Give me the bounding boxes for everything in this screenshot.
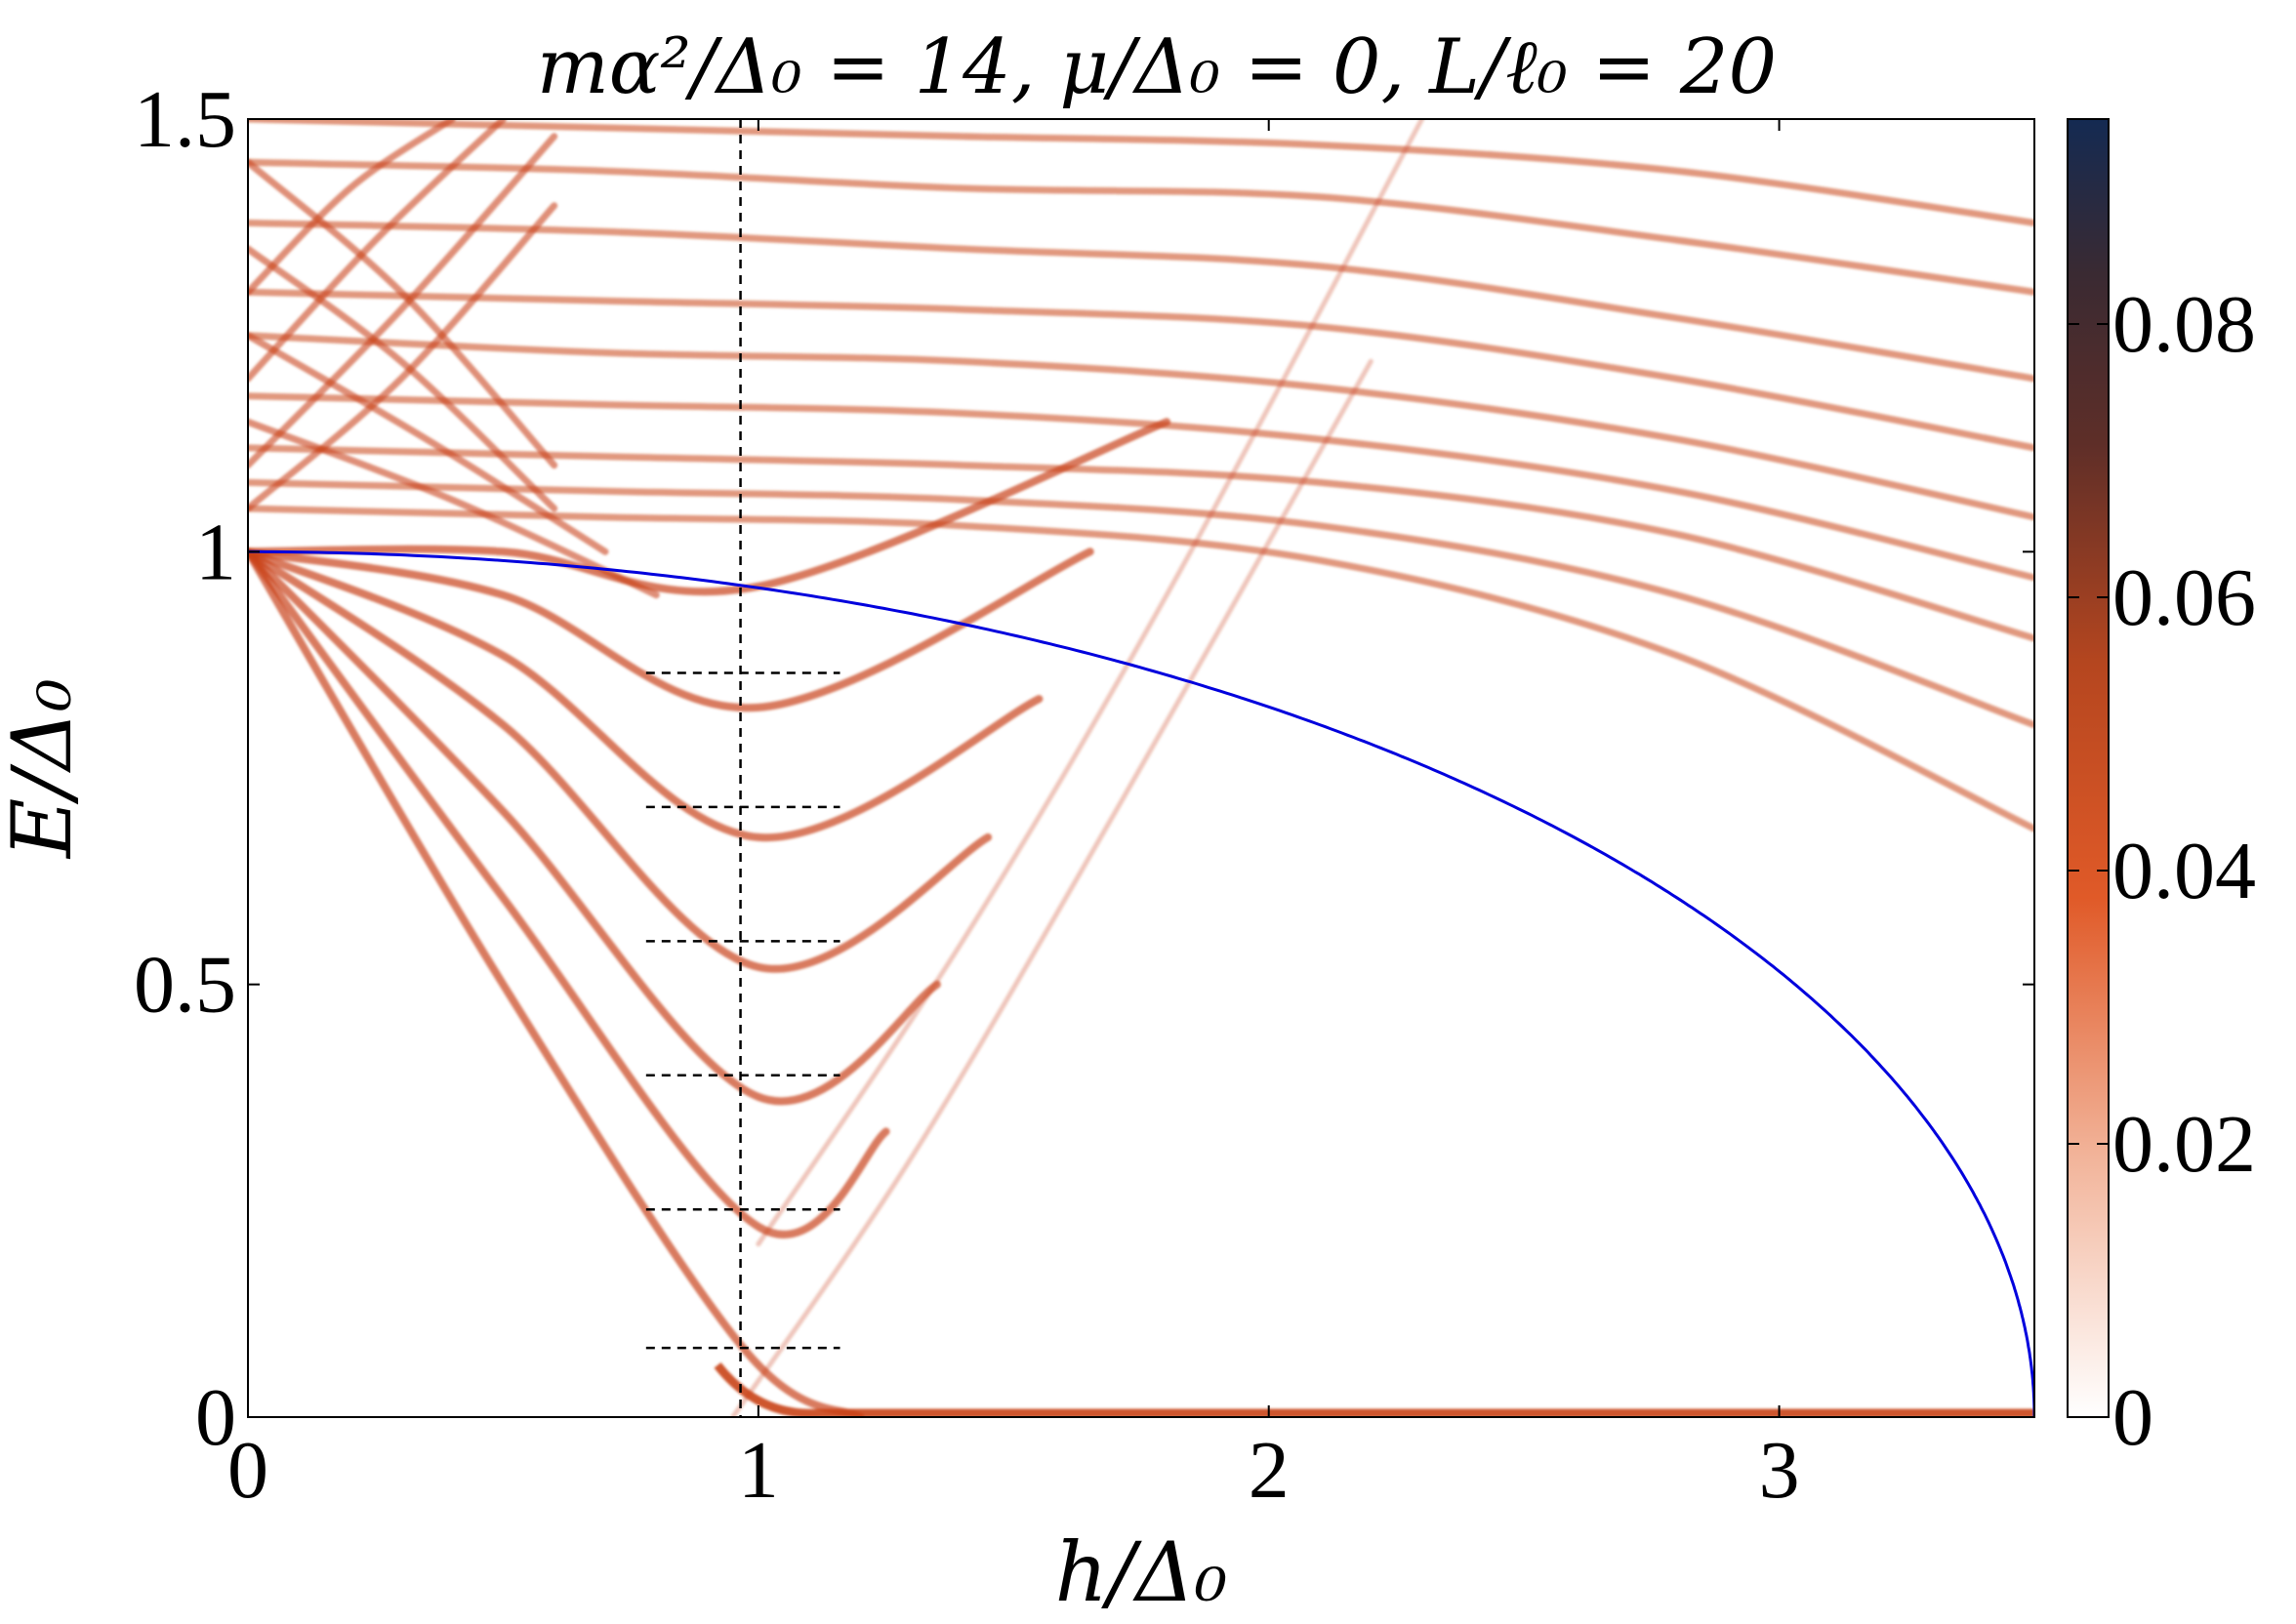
continuum-band — [248, 119, 2034, 226]
subgap-band — [248, 548, 1044, 841]
continuum-band — [248, 219, 2034, 383]
colorbar-tick-label: 0 — [2112, 1372, 2153, 1463]
y-tick-label: 1 — [195, 507, 236, 597]
plot-area: 0 1 2 3 0 0.5 1 1.5 — [134, 74, 2035, 1516]
colorbar-tick-label: 0.06 — [2112, 552, 2256, 643]
ascending-band — [248, 119, 456, 296]
annotations — [248, 119, 2034, 1417]
spectral-bands — [248, 119, 2034, 1417]
x-tick-label: 2 — [1249, 1425, 1290, 1516]
subgap-band — [248, 548, 865, 1417]
subgap-band — [248, 548, 941, 1106]
continuum-band — [248, 158, 2034, 296]
continuum-band — [248, 478, 2034, 729]
gap-curve — [248, 549, 2034, 1417]
continuum-band — [248, 444, 2034, 642]
chart-title: mα²/Δ₀ = 14, μ/Δ₀ = 0, L/ℓ₀ = 20 — [537, 23, 1777, 111]
colorbar-tick-label: 0.02 — [2112, 1099, 2256, 1190]
subgap-band — [248, 548, 890, 1238]
colorbar-tick-label: 0.04 — [2112, 826, 2256, 916]
ascending-band — [248, 119, 507, 383]
continuum-band — [248, 288, 2034, 452]
y-tick-label: 0.5 — [134, 940, 236, 1031]
descending-band — [248, 332, 609, 555]
colorbar-gradient — [2067, 118, 2110, 1418]
subgap-band — [248, 548, 1094, 712]
y-axis-ticks: 0 0.5 1 1.5 — [134, 74, 2034, 1463]
subgap-band — [248, 418, 1171, 596]
plot-frame — [247, 118, 2035, 1418]
x-tick-label: 0 — [227, 1425, 268, 1516]
descending-band — [248, 245, 558, 512]
x-axis-label: h/Δ₀ — [1055, 1524, 1228, 1620]
colorbar-ticks: 0 0.02 0.04 0.06 0.08 — [2068, 279, 2256, 1463]
zero-mode-band — [714, 1362, 2034, 1417]
continuum-band — [248, 505, 2034, 832]
x-tick-label: 1 — [738, 1425, 779, 1516]
ascending-band — [248, 133, 558, 469]
continuum-band — [248, 392, 2034, 582]
continuum-band — [248, 332, 2034, 521]
x-axis-ticks: 0 1 2 3 — [227, 119, 1800, 1516]
rising-band — [730, 358, 1374, 1417]
ascending-band — [248, 202, 558, 512]
subgap-band — [248, 548, 993, 973]
colorbar-tick-label: 0.08 — [2112, 279, 2256, 370]
y-tick-label: 0 — [195, 1372, 236, 1463]
y-tick-label: 1.5 — [134, 74, 236, 165]
y-axis-label: E/Δ₀ — [0, 678, 90, 860]
x-tick-label: 3 — [1759, 1425, 1800, 1516]
descending-band — [248, 158, 558, 469]
colorbar: 0 0.02 0.04 0.06 0.08 — [2067, 118, 2256, 1463]
rising-band — [756, 119, 1425, 1247]
